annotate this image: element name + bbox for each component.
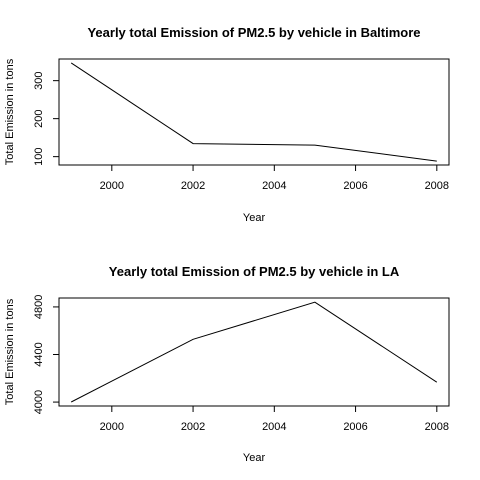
la-x-tick-label: 2008 xyxy=(425,421,449,433)
baltimore-x-tick-label: 2000 xyxy=(100,180,124,192)
la-plot-box xyxy=(58,297,450,407)
baltimore-title: Yearly total Emission of PM2.5 by vehicl… xyxy=(87,25,420,40)
la-x-label: Year xyxy=(243,452,266,464)
baltimore-x-tick-label: 2008 xyxy=(425,180,449,192)
la-y-axis: 4000 4400 4800 xyxy=(33,295,59,414)
la-x-tick-label: 2004 xyxy=(262,421,286,433)
la-y-label: Total Emission in tons xyxy=(4,298,16,405)
baltimore-y-label: Total Emission in tons xyxy=(4,58,16,165)
baltimore-x-tick-label: 2006 xyxy=(343,180,367,192)
la-title: Yearly total Emission of PM2.5 by vehicl… xyxy=(109,264,400,279)
la-x-tick-label: 2006 xyxy=(343,421,367,433)
baltimore-y-tick-label: 300 xyxy=(33,71,45,89)
baltimore-y-axis: 100 200 300 xyxy=(33,71,59,166)
la-y-tick-label: 4000 xyxy=(33,390,45,414)
baltimore-x-axis: 2000 2002 2004 2006 2008 xyxy=(100,165,449,192)
baltimore-emission-line xyxy=(70,62,437,162)
la-x-axis: 2000 2002 2004 2006 2008 xyxy=(100,406,449,433)
baltimore-y-tick-label: 200 xyxy=(33,109,45,127)
la-x-tick-label: 2000 xyxy=(100,421,124,433)
baltimore-x-tick-label: 2004 xyxy=(262,180,286,192)
la-panel: Yearly total Emission of PM2.5 by vehicl… xyxy=(4,264,450,464)
la-y-tick-label: 4800 xyxy=(33,295,45,319)
baltimore-x-tick-label: 2002 xyxy=(181,180,205,192)
la-x-tick-label: 2002 xyxy=(181,421,205,433)
la-emission-line xyxy=(70,301,438,403)
la-y-tick-label: 4400 xyxy=(33,342,45,366)
baltimore-y-tick-label: 100 xyxy=(33,147,45,165)
baltimore-plot-box xyxy=(58,58,450,166)
baltimore-x-label: Year xyxy=(243,212,266,224)
baltimore-panel: Yearly total Emission of PM2.5 by vehicl… xyxy=(4,25,450,224)
